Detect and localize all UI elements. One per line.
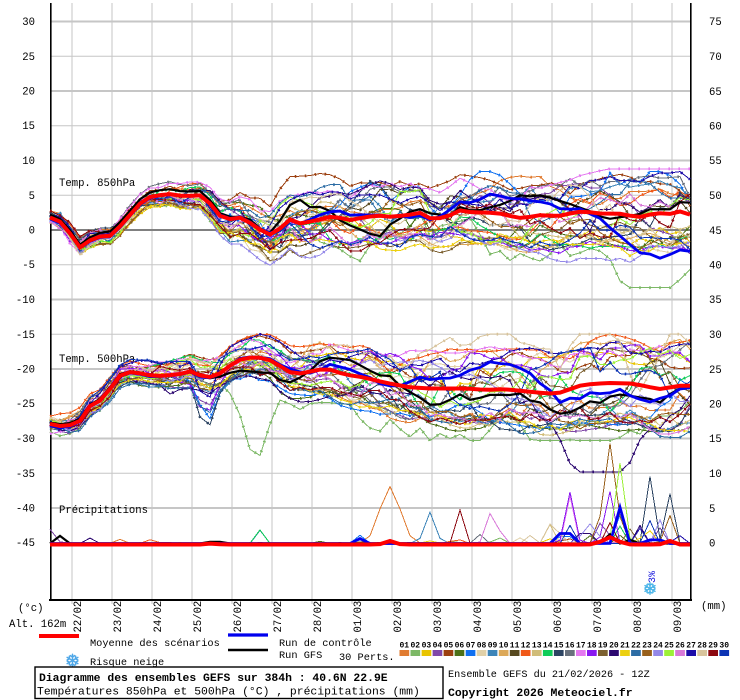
svg-text:Moyenne des scénarios: Moyenne des scénarios: [90, 638, 220, 650]
svg-text:25: 25: [22, 52, 35, 64]
svg-text:28/02: 28/02: [313, 601, 325, 633]
svg-text:20: 20: [609, 642, 619, 651]
svg-text:28: 28: [697, 642, 707, 651]
svg-text:-45: -45: [16, 538, 35, 550]
svg-text:01/03: 01/03: [353, 601, 365, 633]
svg-text:04/03: 04/03: [473, 601, 485, 633]
svg-text:19: 19: [598, 642, 608, 651]
svg-text:04: 04: [433, 642, 443, 651]
svg-text:35: 35: [709, 295, 722, 307]
svg-text:-15: -15: [16, 330, 35, 342]
svg-text:Run de contrôle: Run de contrôle: [279, 638, 372, 650]
svg-text:Diagramme des ensembles GEFS s: Diagramme des ensembles GEFS sur 384h : …: [39, 673, 388, 685]
svg-text:05: 05: [444, 642, 454, 651]
svg-text:3%: 3%: [648, 571, 659, 583]
svg-text:Ensemble GEFS du 21/02/2026 -: Ensemble GEFS du 21/02/2026 - 12Z: [448, 669, 650, 681]
svg-text:55: 55: [709, 156, 722, 168]
svg-text:27: 27: [686, 642, 696, 651]
svg-text:22/02: 22/02: [73, 601, 85, 633]
svg-text:45: 45: [709, 226, 722, 238]
svg-text:70: 70: [709, 52, 722, 64]
svg-text:30: 30: [709, 330, 722, 342]
svg-text:22: 22: [631, 642, 641, 651]
svg-text:29: 29: [708, 642, 718, 651]
svg-text:0: 0: [709, 539, 715, 551]
svg-text:05/03: 05/03: [513, 601, 525, 633]
svg-text:24/02: 24/02: [153, 601, 165, 633]
svg-text:0: 0: [29, 226, 35, 238]
svg-text:-5: -5: [22, 260, 35, 272]
svg-text:15: 15: [22, 121, 35, 133]
svg-text:Risque neige: Risque neige: [90, 657, 164, 669]
svg-text:Copyright 2026 Meteociel.fr: Copyright 2026 Meteociel.fr: [448, 688, 633, 700]
svg-text:15: 15: [554, 642, 564, 651]
svg-text:06: 06: [455, 642, 465, 651]
svg-text:Temp. 500hPa: Temp. 500hPa: [59, 354, 135, 366]
svg-text:5: 5: [709, 504, 715, 516]
svg-text:18: 18: [587, 642, 597, 651]
svg-text:30 Perts.: 30 Perts.: [339, 652, 395, 664]
svg-text:75: 75: [709, 17, 722, 29]
svg-text:07: 07: [466, 642, 476, 651]
svg-text:14: 14: [543, 642, 553, 651]
svg-text:30: 30: [719, 642, 729, 651]
svg-text:Températures 850hPa et 500hPa: Températures 850hPa et 500hPa (°C) , pré…: [37, 687, 420, 699]
svg-text:08/03: 08/03: [633, 601, 645, 633]
svg-text:-35: -35: [16, 469, 35, 481]
svg-text:-30: -30: [16, 434, 35, 446]
svg-text:Alt. 162m: Alt. 162m: [9, 619, 66, 631]
svg-text:10: 10: [22, 156, 35, 168]
svg-text:26: 26: [675, 642, 685, 651]
svg-text:17: 17: [576, 642, 586, 651]
svg-text:21: 21: [620, 642, 630, 651]
svg-text:07/03: 07/03: [593, 601, 605, 633]
svg-text:Run GFS: Run GFS: [279, 650, 322, 662]
svg-text:(mm): (mm): [701, 601, 726, 613]
svg-text:-40: -40: [16, 504, 35, 516]
svg-text:40: 40: [709, 261, 722, 273]
svg-text:-10: -10: [16, 295, 35, 307]
svg-text:-20: -20: [16, 365, 35, 377]
svg-text:(°c): (°c): [18, 603, 43, 615]
svg-text:65: 65: [709, 87, 722, 99]
svg-text:03: 03: [422, 642, 432, 651]
svg-text:50: 50: [709, 191, 722, 203]
svg-text:23: 23: [642, 642, 652, 651]
svg-text:Précipitations: Précipitations: [59, 505, 148, 517]
svg-text:06/03: 06/03: [553, 601, 565, 633]
svg-text:15: 15: [709, 434, 722, 446]
svg-text:10: 10: [499, 642, 509, 651]
svg-text:09/03: 09/03: [673, 601, 685, 633]
svg-text:25: 25: [664, 642, 674, 651]
svg-text:12: 12: [521, 642, 531, 651]
svg-text:16: 16: [565, 642, 575, 651]
svg-text:23/02: 23/02: [113, 601, 125, 633]
svg-text:08: 08: [477, 642, 487, 651]
svg-text:09: 09: [488, 642, 498, 651]
svg-text:10: 10: [709, 469, 722, 481]
svg-text:02/03: 02/03: [393, 601, 405, 633]
svg-text:5: 5: [29, 191, 35, 203]
svg-text:Temp. 850hPa: Temp. 850hPa: [59, 178, 135, 190]
svg-text:03/03: 03/03: [433, 601, 445, 633]
svg-text:26/02: 26/02: [233, 601, 245, 633]
svg-text:25/02: 25/02: [193, 601, 205, 633]
svg-text:60: 60: [709, 122, 722, 134]
svg-text:20: 20: [22, 87, 35, 99]
svg-text:11: 11: [510, 642, 520, 651]
svg-text:24: 24: [653, 642, 663, 651]
svg-text:25: 25: [709, 365, 722, 377]
svg-text:01: 01: [399, 642, 409, 651]
svg-text:27/02: 27/02: [273, 601, 285, 633]
svg-text:-25: -25: [16, 399, 35, 411]
svg-text:20: 20: [709, 400, 722, 412]
svg-text:30: 30: [22, 17, 35, 29]
svg-text:02: 02: [410, 642, 420, 651]
svg-text:13: 13: [532, 642, 542, 651]
